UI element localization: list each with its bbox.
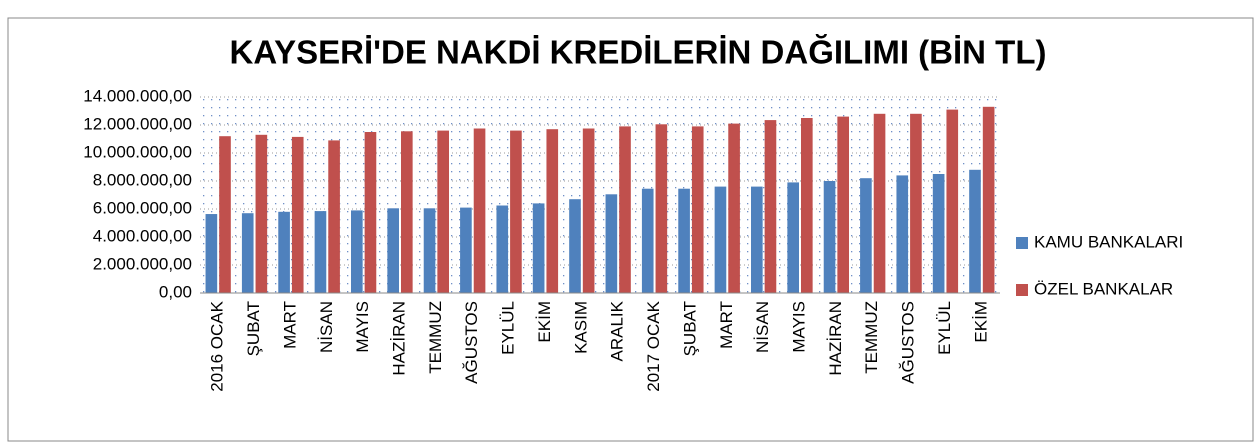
bar <box>255 134 268 293</box>
bar <box>678 188 690 293</box>
bar <box>801 118 813 293</box>
bar <box>219 136 231 293</box>
x-tick-label: EYLÜL <box>499 301 518 355</box>
bar <box>351 210 363 293</box>
bar <box>473 128 486 293</box>
bar <box>823 181 836 293</box>
bar <box>932 174 945 293</box>
y-tick-label: 0,00 <box>159 282 192 301</box>
bar <box>873 113 886 293</box>
x-tick-label: MAYIS <box>353 301 372 353</box>
y-tick-label: 8.000.000,00 <box>93 170 192 189</box>
bar <box>691 126 704 294</box>
legend-label: ÖZEL BANKALAR <box>1034 279 1173 298</box>
x-tick-label: AĞUSTOS <box>899 301 918 384</box>
bar <box>751 186 763 293</box>
legend-swatch <box>1016 237 1028 249</box>
bar <box>787 182 799 293</box>
bar <box>764 120 777 293</box>
x-tick-label: 2017 OCAK <box>644 300 663 391</box>
x-tick-label: 2016 OCAK <box>208 300 227 391</box>
y-tick-label: 10.000.000,00 <box>83 142 192 161</box>
bar <box>387 208 399 293</box>
bar <box>728 123 740 293</box>
bar <box>205 214 218 293</box>
x-tick-label: MART <box>717 301 736 349</box>
bar <box>982 106 995 293</box>
x-tick-label: EYLÜL <box>935 301 954 355</box>
bar <box>641 188 654 293</box>
bar <box>532 203 545 293</box>
x-tick-label: TEMMUZ <box>862 301 881 374</box>
bar <box>860 178 872 293</box>
bar <box>605 194 618 293</box>
bar <box>423 208 436 293</box>
bar <box>569 199 581 293</box>
legend-label: KAMU BANKALARI <box>1034 232 1183 251</box>
bar <box>655 124 668 293</box>
x-tick-label: NİSAN <box>753 301 772 353</box>
bar <box>714 186 727 293</box>
bar <box>241 213 254 293</box>
x-tick-label: NİSAN <box>317 301 336 353</box>
y-tick-label: 6.000.000,00 <box>93 198 192 217</box>
bar <box>328 140 340 293</box>
x-tick-label: TEMMUZ <box>426 301 445 374</box>
bar <box>460 207 472 293</box>
y-tick-label: 4.000.000,00 <box>93 226 192 245</box>
bar <box>314 211 327 293</box>
y-tick-label: 2.000.000,00 <box>93 254 192 273</box>
bar <box>910 113 922 293</box>
y-tick-label: 14.000.000,00 <box>83 86 192 105</box>
x-tick-label: ARALIK <box>608 300 627 361</box>
x-tick-label: KASIM <box>571 301 590 354</box>
x-tick-label: HAZİRAN <box>389 301 408 376</box>
bar <box>364 132 377 293</box>
bar <box>546 129 559 293</box>
bar <box>278 211 290 293</box>
x-tick-label: MART <box>280 301 299 349</box>
bar <box>437 130 449 293</box>
chart-title: KAYSERİ'DE NAKDİ KREDİLERİN DAĞILIMI (Bİ… <box>230 34 1047 71</box>
bar <box>401 131 413 293</box>
bar <box>582 128 595 293</box>
x-tick-label: ŞUBAT <box>244 301 263 356</box>
bar <box>837 116 849 293</box>
bar <box>619 126 631 294</box>
x-tick-label: HAZİRAN <box>826 301 845 376</box>
x-tick-label: EKİM <box>971 301 990 343</box>
x-tick-label: ŞUBAT <box>680 301 699 356</box>
x-tick-label: EKİM <box>535 301 554 343</box>
y-tick-label: 12.000.000,00 <box>83 114 192 133</box>
bar <box>896 175 909 293</box>
legend-swatch <box>1016 284 1028 296</box>
bar <box>496 205 509 293</box>
bar <box>969 169 981 293</box>
bar <box>510 130 522 293</box>
bar <box>946 109 959 293</box>
x-tick-label: MAYIS <box>789 301 808 353</box>
x-tick-label: AĞUSTOS <box>462 301 481 384</box>
bar <box>291 136 304 293</box>
